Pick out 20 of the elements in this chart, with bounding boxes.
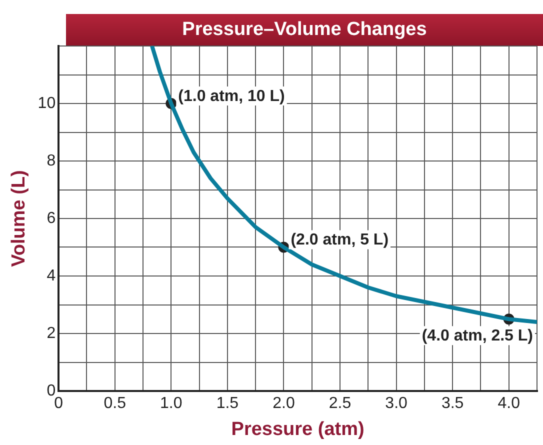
x-tick-label: 4.0 (498, 395, 520, 412)
y-tick-label: 8 (46, 152, 56, 170)
y-tick-label: 2 (46, 324, 56, 342)
x-tick-label: 3.5 (441, 395, 464, 412)
y-tick-label: 0 (46, 382, 56, 400)
x-tick-label: 0.5 (104, 395, 126, 412)
chart-title: Pressure–Volume Changes (66, 14, 543, 46)
x-tick-label: 1.5 (216, 395, 239, 412)
y-tick-label: 10 (38, 94, 56, 112)
annotation: (2.0 atm, 5 L) (290, 232, 389, 249)
x-tick-label: 2.0 (272, 395, 295, 412)
y-axis-title: Volume (L) (8, 170, 30, 267)
x-tick-label: 3.0 (385, 395, 408, 412)
x-axis-title: Pressure (atm) (231, 418, 364, 440)
y-tick-label: 6 (46, 210, 56, 227)
x-tick-label: 1.0 (160, 395, 182, 412)
x-tick-label: 2.5 (328, 395, 352, 412)
annotation: (1.0 atm, 10 L) (178, 88, 285, 105)
y-tick-label: 4 (46, 267, 56, 284)
annotation: (4.0 atm, 2.5 L) (422, 328, 534, 345)
